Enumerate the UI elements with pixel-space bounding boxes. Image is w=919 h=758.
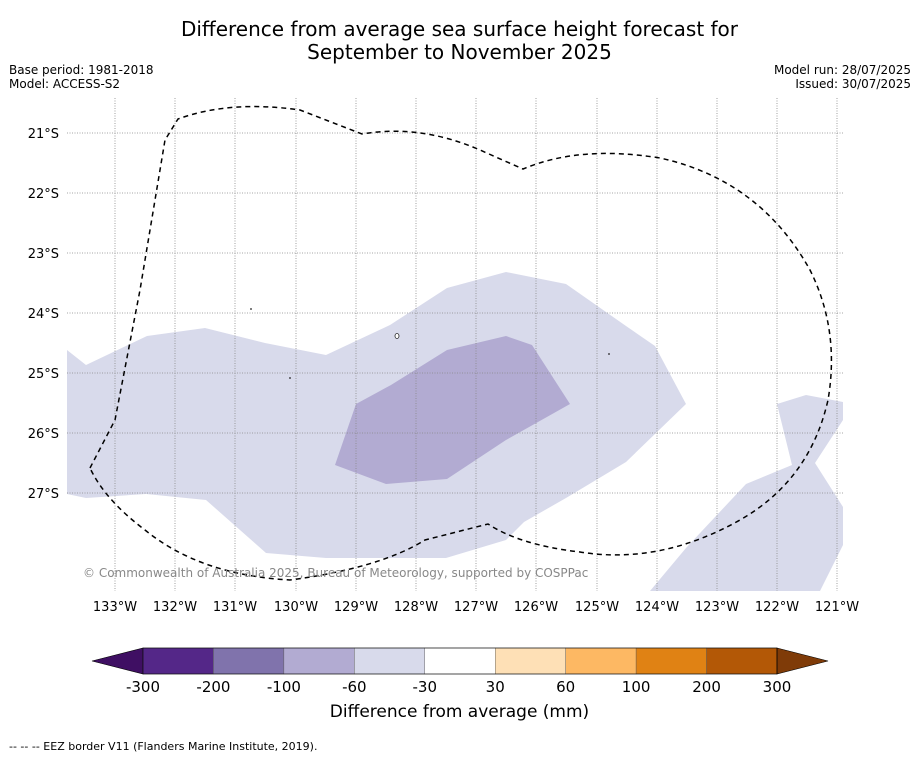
- run-info: Model run: 28/07/2025 Issued: 30/07/2025: [774, 63, 911, 91]
- model-run: Model run: 28/07/2025: [773, 63, 911, 77]
- colorbar-tick-label: -60: [342, 678, 367, 696]
- lon-label: 128°W: [394, 600, 438, 615]
- colorbar-tick-label: -300: [126, 678, 160, 696]
- colorbar-segment: [706, 647, 778, 675]
- lon-label: 133°W: [93, 600, 137, 615]
- lat-label: 23°S: [28, 247, 59, 262]
- lat-label: 21°S: [28, 127, 59, 142]
- colorbar-tick-label: 300: [763, 678, 792, 696]
- lon-label: 124°W: [635, 600, 679, 615]
- colorbar: -300 -200 -100 -60 -30 30 60 100 200 300: [91, 647, 829, 696]
- lon-label: 127°W: [454, 600, 498, 615]
- colorbar-tick-label: -200: [196, 678, 230, 696]
- colorbar-high-extension: [776, 647, 829, 675]
- colorbar-segment: [142, 647, 214, 675]
- colorbar-segment: [283, 647, 355, 675]
- lon-gridlines: [114, 98, 838, 591]
- lat-gridlines: [67, 132, 843, 494]
- island-3: [289, 377, 291, 379]
- colorbar-title: Difference from average (mm): [329, 702, 590, 722]
- island-4: [608, 353, 610, 355]
- colorbar-tick-label: 30: [486, 678, 505, 696]
- colorbar-tick-label: -100: [267, 678, 301, 696]
- lon-tick-labels: 133°W 132°W 131°W 130°W 129°W 128°W 127°…: [93, 600, 859, 615]
- colorbar-low-extension: [91, 647, 144, 675]
- lon-label: 123°W: [695, 600, 739, 615]
- colorbar-segment: [635, 647, 707, 675]
- island-2: [250, 308, 252, 310]
- anomaly-region-southeast: [650, 395, 843, 591]
- base-info: Base period: 1981-2018 Model: ACCESS-S2: [9, 63, 154, 91]
- colorbar-segment: [354, 647, 425, 675]
- island-1: [394, 333, 400, 339]
- lon-label: 129°W: [334, 600, 378, 615]
- colorbar-segment: [495, 647, 566, 675]
- lat-tick-labels: 21°S 22°S 23°S 24°S 25°S 26°S 27°S: [28, 127, 59, 502]
- title-line-1: Difference from average sea surface heig…: [180, 17, 739, 41]
- copyright-notice: © Commonwealth of Australia 2025, Bureau…: [83, 566, 588, 580]
- lat-label: 25°S: [28, 367, 59, 382]
- lat-label: 24°S: [28, 307, 59, 322]
- issued-date: Issued: 30/07/2025: [795, 77, 911, 91]
- anomaly-region-medium: [335, 336, 570, 484]
- colorbar-segment: [213, 647, 285, 675]
- eez-source-note: -- -- -- EEZ border V11 (Flanders Marine…: [9, 740, 318, 753]
- lon-label: 132°W: [153, 600, 197, 615]
- model-name: Model: ACCESS-S2: [9, 77, 121, 91]
- lon-label: 131°W: [213, 600, 257, 615]
- lon-label: 126°W: [514, 600, 558, 615]
- lon-label: 130°W: [274, 600, 318, 615]
- eez-border: [89, 105, 833, 581]
- map-area: [67, 98, 843, 591]
- colorbar-segment: [424, 647, 496, 675]
- colorbar-tick-label: -30: [413, 678, 438, 696]
- lon-label: 125°W: [575, 600, 619, 615]
- colorbar-tick-label: 100: [622, 678, 651, 696]
- lon-label: 121°W: [815, 600, 859, 615]
- lon-label: 122°W: [755, 600, 799, 615]
- colorbar-segment: [565, 647, 637, 675]
- title-line-2: September to November 2025: [307, 40, 612, 64]
- colorbar-tick-label: 60: [556, 678, 575, 696]
- map-title: Difference from average sea surface heig…: [0, 18, 919, 64]
- lat-label: 22°S: [28, 187, 59, 202]
- colorbar-tick-label: 200: [692, 678, 721, 696]
- base-period: Base period: 1981-2018: [9, 63, 154, 77]
- colorbar-frame: [142, 647, 778, 675]
- lat-label: 27°S: [28, 487, 59, 502]
- lat-label: 26°S: [28, 427, 59, 442]
